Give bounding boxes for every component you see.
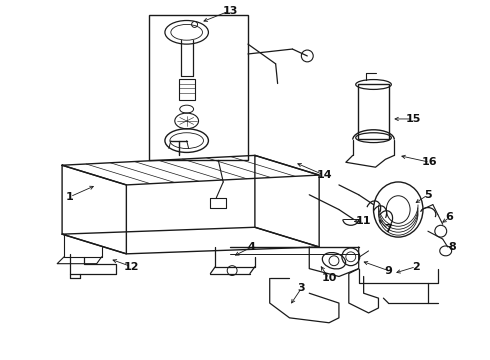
Text: 4: 4 (248, 242, 256, 252)
Text: 15: 15 (405, 114, 421, 124)
Text: 8: 8 (449, 242, 457, 252)
Text: 3: 3 (297, 283, 305, 293)
Bar (179, 78, 195, 100)
Bar (149, 15, 248, 160)
Text: 9: 9 (385, 266, 392, 276)
Bar (358, 85, 390, 139)
Text: 12: 12 (123, 262, 139, 272)
Text: 14: 14 (316, 170, 332, 180)
Text: 16: 16 (422, 157, 438, 167)
Text: 2: 2 (412, 262, 420, 272)
Text: 11: 11 (356, 216, 371, 226)
Text: 1: 1 (66, 192, 74, 202)
Text: 6: 6 (446, 212, 454, 222)
Text: 5: 5 (424, 190, 432, 200)
Text: 13: 13 (222, 6, 238, 15)
Text: 10: 10 (321, 274, 337, 283)
Text: 7: 7 (385, 224, 392, 234)
